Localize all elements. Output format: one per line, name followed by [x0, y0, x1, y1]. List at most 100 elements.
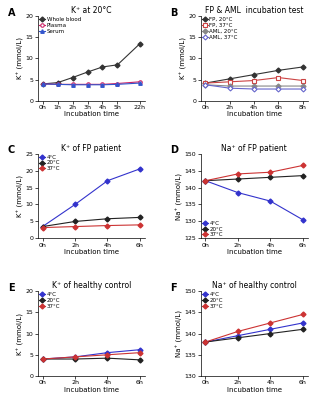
4°C	[106, 350, 109, 355]
AML, 37°C	[203, 82, 207, 87]
FP, 37°C	[252, 78, 256, 83]
Text: A: A	[8, 8, 15, 18]
20°C	[203, 340, 207, 344]
4°C	[138, 347, 142, 352]
Plasma	[86, 82, 89, 87]
Whole blood	[56, 80, 59, 85]
FP, 37°C	[228, 80, 232, 84]
20°C	[203, 178, 207, 183]
FP, 20°C	[277, 68, 280, 73]
Whole blood	[138, 41, 142, 46]
4°C	[203, 178, 207, 183]
Serum	[71, 82, 74, 87]
FP, 20°C	[301, 64, 305, 69]
4°C	[236, 333, 240, 338]
Plasma	[100, 82, 104, 87]
Serum	[86, 82, 89, 87]
Y-axis label: K⁺ (mmol/L): K⁺ (mmol/L)	[17, 312, 24, 354]
Line: AML, 20°C: AML, 20°C	[204, 83, 305, 88]
Plasma	[41, 82, 45, 86]
4°C	[41, 357, 45, 362]
X-axis label: Incubation time: Incubation time	[64, 249, 119, 255]
4°C	[236, 190, 240, 195]
X-axis label: Incubation time: Incubation time	[64, 112, 119, 118]
X-axis label: Incubation time: Incubation time	[64, 386, 119, 392]
Line: Serum: Serum	[41, 81, 142, 86]
37°C	[236, 172, 240, 176]
Plasma	[138, 80, 142, 84]
FP, 20°C	[203, 81, 207, 86]
Legend: 4°C, 20°C, 37°C: 4°C, 20°C, 37°C	[201, 220, 224, 238]
X-axis label: Incubation time: Incubation time	[227, 249, 282, 255]
Legend: 4°C, 20°C, 37°C: 4°C, 20°C, 37°C	[201, 292, 224, 310]
Y-axis label: Na⁺ (mmol/L): Na⁺ (mmol/L)	[176, 172, 183, 220]
37°C	[138, 222, 142, 227]
37°C	[203, 178, 207, 183]
Line: 20°C: 20°C	[204, 328, 305, 344]
Line: AML, 37°C: AML, 37°C	[204, 83, 305, 91]
Serum	[138, 81, 142, 86]
20°C	[73, 357, 77, 362]
Legend: Whole blood, Plasma, Serum: Whole blood, Plasma, Serum	[38, 16, 81, 34]
37°C	[73, 354, 77, 359]
Title: K⁺ at 20°C: K⁺ at 20°C	[71, 6, 111, 15]
20°C	[41, 357, 45, 362]
Legend: 4°C, 20°C, 37°C: 4°C, 20°C, 37°C	[38, 154, 61, 172]
Line: Whole blood: Whole blood	[41, 42, 142, 86]
Title: Na⁺ of FP patient: Na⁺ of FP patient	[221, 144, 287, 153]
4°C	[203, 340, 207, 344]
37°C	[41, 225, 45, 230]
Legend: 4°C, 20°C, 37°C: 4°C, 20°C, 37°C	[38, 292, 61, 310]
Text: E: E	[8, 283, 14, 293]
37°C	[236, 329, 240, 334]
Title: FP & AML  incubation test: FP & AML incubation test	[205, 6, 303, 15]
20°C	[106, 356, 109, 360]
20°C	[301, 327, 305, 332]
AML, 20°C	[228, 84, 232, 88]
Plasma	[56, 82, 59, 87]
AML, 37°C	[277, 87, 280, 92]
20°C	[268, 175, 272, 180]
37°C	[41, 357, 45, 362]
Line: 20°C: 20°C	[41, 356, 142, 362]
37°C	[138, 350, 142, 355]
4°C	[268, 327, 272, 332]
20°C	[106, 216, 109, 221]
4°C	[268, 199, 272, 204]
AML, 37°C	[301, 87, 305, 92]
20°C	[41, 224, 45, 229]
Y-axis label: Na⁺ (mmol/L): Na⁺ (mmol/L)	[176, 310, 183, 357]
Text: D: D	[171, 145, 179, 155]
Whole blood	[71, 75, 74, 80]
4°C	[138, 166, 142, 171]
Line: 4°C: 4°C	[204, 179, 305, 222]
4°C	[301, 217, 305, 222]
Line: 37°C: 37°C	[41, 223, 142, 229]
Line: 20°C: 20°C	[41, 216, 142, 228]
AML, 20°C	[252, 84, 256, 88]
Serum	[116, 82, 119, 87]
37°C	[301, 312, 305, 317]
FP, 37°C	[203, 81, 207, 86]
20°C	[236, 177, 240, 182]
Whole blood	[86, 70, 89, 74]
37°C	[268, 320, 272, 325]
Title: Na⁺ of healthy control: Na⁺ of healthy control	[212, 281, 297, 290]
Title: K⁺ of healthy control: K⁺ of healthy control	[51, 281, 131, 290]
37°C	[203, 340, 207, 344]
Line: 4°C: 4°C	[41, 167, 142, 228]
37°C	[73, 224, 77, 229]
20°C	[138, 215, 142, 220]
37°C	[268, 170, 272, 175]
Whole blood	[116, 62, 119, 67]
Legend: FP, 20°C, FP, 37°C, AML, 20°C, AML, 37°C: FP, 20°C, FP, 37°C, AML, 20°C, AML, 37°C	[201, 16, 238, 40]
Line: 37°C: 37°C	[41, 351, 142, 361]
Title: K⁺ of FP patient: K⁺ of FP patient	[61, 144, 122, 153]
X-axis label: Incubation time: Incubation time	[227, 112, 282, 118]
20°C	[236, 335, 240, 340]
AML, 20°C	[277, 84, 280, 88]
Whole blood	[100, 64, 104, 69]
4°C	[41, 224, 45, 229]
4°C	[301, 320, 305, 325]
Line: 4°C: 4°C	[41, 348, 142, 361]
